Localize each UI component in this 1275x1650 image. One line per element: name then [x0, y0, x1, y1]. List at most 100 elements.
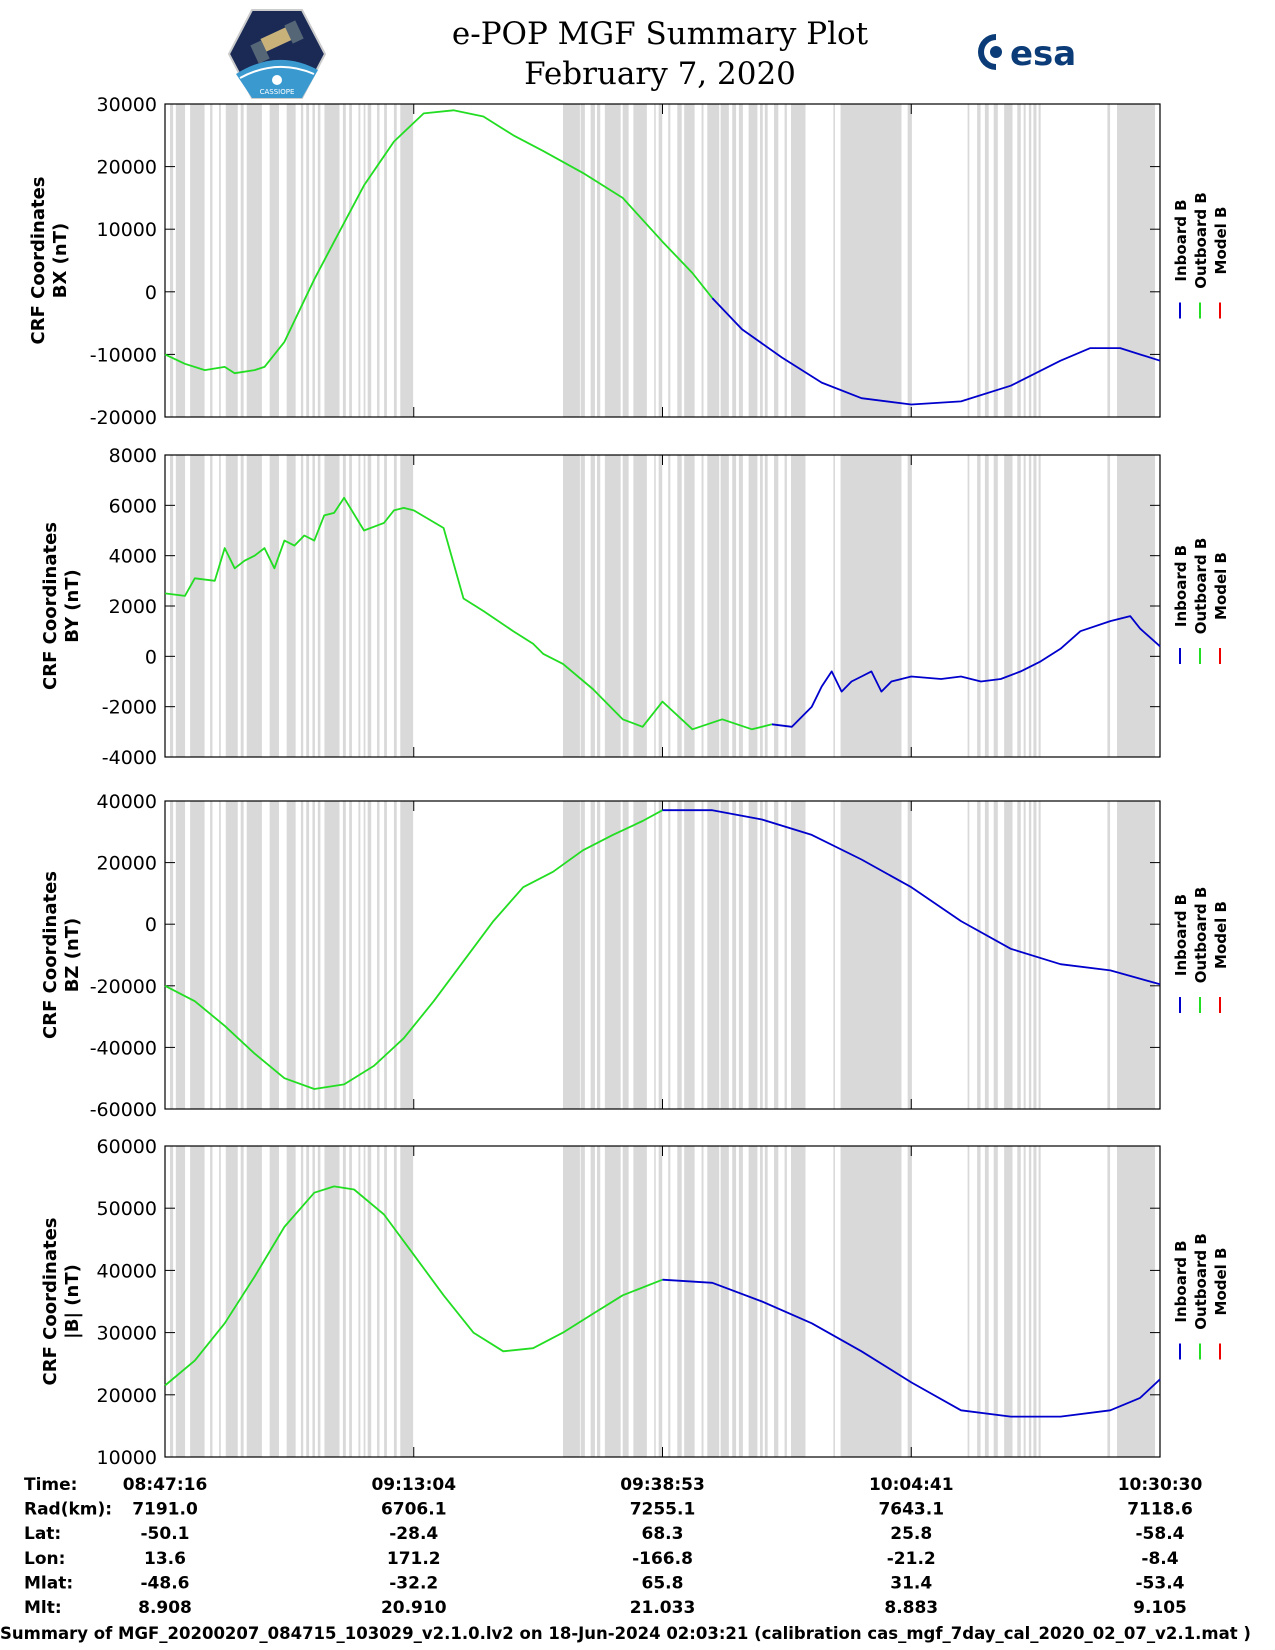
series-inboard-b — [711, 297, 1161, 406]
gap-band — [246, 104, 262, 417]
y-axis-label-line: CRF Coordinates — [28, 177, 49, 345]
gap-band — [738, 1146, 743, 1457]
gap-band — [169, 1146, 174, 1457]
gap-band — [269, 801, 279, 1109]
gap-band — [764, 104, 768, 417]
esa-logo-text: esa — [1010, 34, 1076, 74]
gap-band — [732, 801, 737, 1109]
gap-band — [707, 455, 720, 757]
y-tick-label: 30000 — [97, 94, 157, 116]
gap-band — [760, 455, 763, 757]
gap-band — [984, 1146, 989, 1457]
gap-band — [358, 455, 361, 757]
gap-band — [384, 1146, 387, 1457]
gap-band — [225, 801, 238, 1109]
gap-band — [240, 1146, 244, 1457]
table-cell: -28.4 — [389, 1524, 438, 1544]
table-cell: -53.4 — [1136, 1573, 1185, 1593]
table-cell: 65.8 — [642, 1573, 684, 1593]
gap-band — [367, 455, 372, 757]
y-axis-label-line: CRF Coordinates — [40, 522, 61, 690]
gap-band — [312, 104, 315, 417]
y-tick-label: 40000 — [97, 1260, 157, 1282]
gap-band — [668, 455, 671, 757]
gap-band — [317, 801, 321, 1109]
gap-band — [707, 1146, 720, 1457]
gap-band — [833, 1146, 835, 1457]
table-row-label: Lat: — [24, 1524, 61, 1544]
gap-band — [1033, 1146, 1037, 1457]
y-tick-label: 2000 — [109, 596, 157, 618]
table-cell: 13.6 — [144, 1549, 186, 1569]
gap-band — [633, 104, 647, 417]
gap-band — [240, 455, 244, 757]
gap-band — [580, 455, 585, 757]
gap-bands-bt — [169, 1146, 1156, 1457]
gap-band — [791, 801, 806, 1109]
table-row-label: Lon: — [24, 1549, 65, 1569]
gap-band — [563, 104, 569, 417]
table-cell: 68.3 — [642, 1524, 684, 1544]
gap-band — [701, 104, 704, 417]
gap-band — [580, 801, 585, 1109]
gap-band — [738, 801, 743, 1109]
gap-band — [668, 801, 671, 1109]
gap-band — [622, 104, 627, 417]
gap-band — [349, 104, 352, 417]
gap-band — [393, 1146, 397, 1457]
y-tick-label: -10000 — [90, 344, 157, 366]
gap-band — [993, 455, 998, 757]
gap-band — [190, 1146, 205, 1457]
gap-band — [175, 455, 186, 757]
y-tick-label: -60000 — [90, 1099, 157, 1121]
gap-band — [342, 1146, 346, 1457]
gap-band — [306, 455, 310, 757]
gap-band — [701, 455, 704, 757]
legend-entry: Model B — [1212, 1248, 1230, 1316]
gap-band — [977, 104, 981, 417]
gap-band — [210, 801, 213, 1109]
table-cell: 09:38:53 — [620, 1475, 705, 1495]
gap-band — [580, 1146, 585, 1457]
gap-band — [677, 455, 682, 757]
gap-band — [563, 801, 569, 1109]
gap-band — [732, 1146, 737, 1457]
gap-band — [1017, 1146, 1021, 1457]
gap-band — [269, 455, 279, 757]
gap-band — [363, 104, 366, 417]
gap-band — [784, 455, 787, 757]
gap-band — [1023, 455, 1026, 757]
gap-band — [701, 1146, 704, 1457]
gap-band — [363, 801, 366, 1109]
gap-band — [300, 1146, 304, 1457]
gap-band — [393, 455, 397, 757]
gap-band — [563, 1146, 569, 1457]
y-axis-label-line: BY (nT) — [62, 569, 83, 643]
gap-band — [841, 1146, 902, 1457]
series-inboard-b — [662, 809, 1161, 986]
gap-band — [791, 1146, 806, 1457]
gap-band — [760, 104, 763, 417]
y-axis-label-line: CRF Coordinates — [40, 871, 61, 1039]
gap-band — [1028, 104, 1032, 417]
gap-band — [977, 1146, 981, 1457]
gap-band — [590, 455, 595, 757]
gap-band — [720, 455, 729, 757]
gap-band — [190, 104, 205, 417]
gap-band — [1130, 801, 1151, 1109]
gap-band — [1017, 455, 1021, 757]
gap-band — [358, 1146, 361, 1457]
gap-band — [358, 801, 361, 1109]
panel-bz: 40000 20000 0 -20000 -40000 -60000 CRF Coordin… — [40, 791, 1230, 1121]
table-cell: -32.2 — [389, 1573, 438, 1593]
gap-band — [240, 104, 244, 417]
table-cell: 10:30:30 — [1118, 1475, 1203, 1495]
gap-band — [625, 455, 629, 757]
gap-band — [684, 801, 695, 1109]
gap-band — [190, 455, 205, 757]
gap-band — [300, 455, 304, 757]
gap-band — [590, 1146, 595, 1457]
gap-band — [707, 801, 720, 1109]
series-inboard-b — [771, 615, 1161, 728]
panel-bt: 60000 50000 40000 30000 20000 10000 CRF Coordi… — [40, 1136, 1230, 1469]
